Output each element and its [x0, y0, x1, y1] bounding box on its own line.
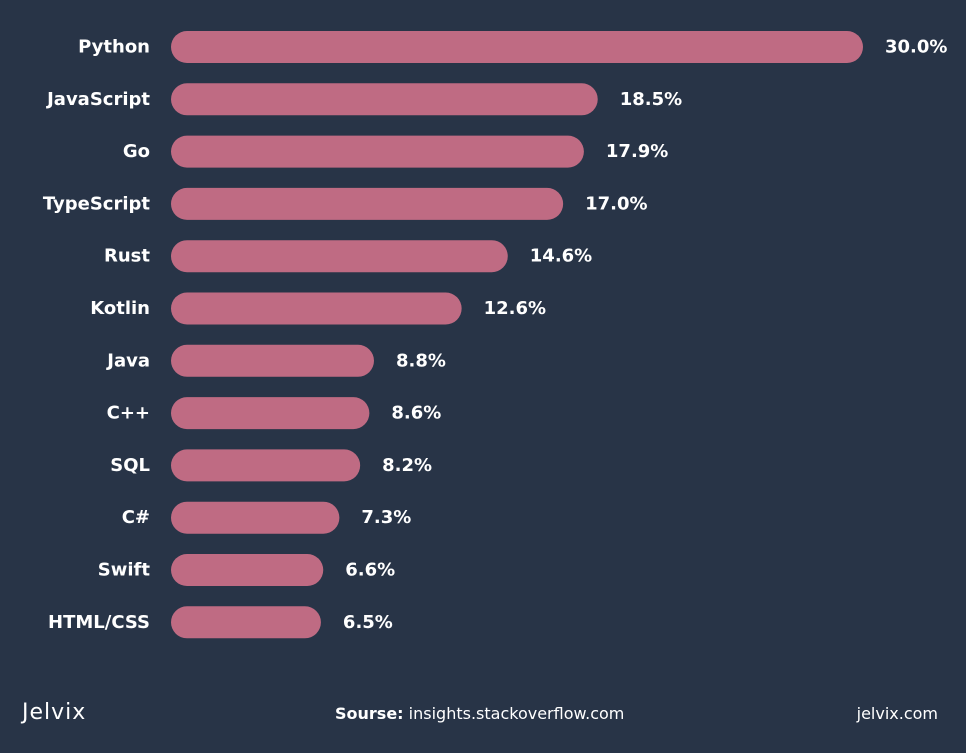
category-label: C++ [107, 403, 150, 424]
category-label: HTML/CSS [48, 612, 150, 633]
bar-c- [171, 397, 370, 430]
value-label: 14.6% [530, 246, 592, 267]
value-label: 6.6% [345, 560, 395, 581]
site-url: jelvix.com [856, 704, 938, 723]
category-label: Python [78, 37, 150, 58]
value-label: 6.5% [343, 612, 393, 633]
value-label: 8.6% [391, 403, 441, 424]
bar-c- [171, 501, 340, 534]
source-note: Sourse: insights.stackoverflow.com [335, 704, 624, 723]
bar-javascript [171, 83, 598, 116]
value-label: 18.5% [620, 89, 682, 110]
category-label: TypeScript [43, 193, 151, 214]
bar-kotlin [171, 292, 462, 325]
category-label: C# [122, 507, 150, 528]
category-label: Swift [98, 560, 151, 581]
bar-python [171, 31, 863, 63]
bar-swift [171, 554, 324, 586]
value-label: 30.0% [885, 37, 947, 58]
bar-java [171, 344, 374, 377]
footer: Jelvix Sourse: insights.stackoverflow.co… [0, 690, 966, 740]
value-label: 7.3% [361, 507, 411, 528]
bar-go [171, 135, 584, 168]
value-label: 17.9% [606, 141, 668, 162]
category-label: Rust [104, 246, 150, 267]
value-label: 12.6% [484, 298, 546, 319]
category-label: Java [105, 350, 150, 371]
bar-typescript [171, 187, 564, 220]
source-value: insights.stackoverflow.com [408, 704, 625, 723]
value-label: 8.8% [396, 350, 446, 371]
bar-html-css [171, 606, 321, 639]
value-label: 17.0% [585, 193, 647, 214]
bar-rust [171, 240, 508, 273]
bar-chart: Python 30.0% JavaScript 18.5% Go 17.9% TypeScr… [43, 31, 947, 639]
value-label: 8.2% [382, 455, 432, 476]
category-label: SQL [110, 455, 150, 476]
category-label: JavaScript [45, 89, 150, 110]
category-label: Go [123, 141, 150, 162]
bar-sql [171, 449, 361, 482]
category-label: Kotlin [90, 298, 150, 319]
jelvix-logo: Jelvix [22, 700, 87, 725]
source-label: Sourse: [335, 704, 404, 723]
